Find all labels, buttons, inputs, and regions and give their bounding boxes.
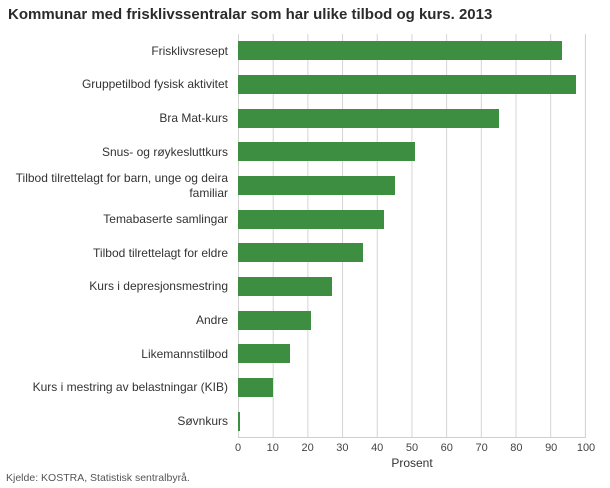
bar-row: Frisklivsresept (0, 34, 586, 68)
source-note: Kjelde: KOSTRA, Statistisk sentralbyrå. (6, 472, 190, 484)
bar (238, 75, 576, 94)
category-label: Snus- og røykesluttkurs (101, 144, 228, 159)
category-label: Bra Mat-kurs (159, 110, 228, 125)
bar-row: Gruppetilbod fysisk aktivitet (0, 68, 586, 102)
x-tick-label: 90 (545, 442, 558, 454)
x-tick-label: 10 (266, 442, 279, 454)
category-label: Tilbod tilrettelagt for eldre (93, 245, 228, 260)
x-tick-label: 20 (301, 442, 314, 454)
category-label: Kurs i depresjonsmestring (89, 279, 228, 294)
bar-row: Snus- og røykesluttkurs (0, 135, 586, 169)
bar-row: Likemannstilbod (0, 337, 586, 371)
plot-gridlines (238, 34, 586, 438)
x-tick-label: 70 (475, 442, 488, 454)
bar-track (238, 135, 586, 169)
category-label: Frisklivsresept (151, 43, 228, 58)
x-tick-label: 100 (576, 442, 596, 454)
bar (238, 176, 395, 196)
bar-chart: Frisklivsresept Gruppetilbod fysisk aktiv… (0, 34, 610, 438)
category-label: Andre (195, 313, 228, 328)
bar-track (238, 371, 586, 405)
category-label: Likemannstilbod (141, 346, 228, 361)
bar-track (238, 337, 586, 371)
bar-row: Tilbod tilrettelagt for eldre (0, 236, 586, 270)
bar (238, 243, 364, 263)
bar (238, 378, 273, 398)
bar (238, 344, 291, 364)
bar-row: Kurs i mestring av belastningar (KIB) (0, 371, 586, 405)
bar-track (238, 303, 586, 337)
x-axis-label: Prosent (391, 456, 433, 470)
bar (238, 108, 499, 128)
bar-row: Temabaserte samlingar (0, 202, 586, 236)
category-label: Kurs i mestring av belastningar (KIB) (32, 380, 228, 395)
x-tick-label: 80 (510, 442, 523, 454)
category-label: Gruppetilbod fysisk aktivitet (81, 77, 228, 92)
x-tick-label: 60 (440, 442, 453, 454)
category-label: Tilbod tilrettelagt for barn, unge og de… (15, 171, 228, 200)
x-tick-label: 50 (405, 442, 419, 454)
x-tick-label: 40 (371, 442, 384, 454)
bar-row: Kurs i depresjonsmestring (0, 270, 586, 304)
bar-track (238, 236, 586, 270)
bar-track (238, 202, 586, 236)
bar (238, 41, 562, 61)
bar-track (238, 270, 586, 304)
bar-track (238, 68, 586, 102)
bar-track (238, 404, 586, 438)
bar-track (238, 101, 586, 135)
bar (238, 142, 416, 162)
bar (238, 209, 385, 229)
bar-row: Søvnkurs (0, 404, 586, 438)
bar (238, 411, 240, 431)
bar (238, 310, 312, 330)
bar-row: Tilbod tilrettelagt for barn, unge og de… (0, 169, 586, 203)
bar-rows: Frisklivsresept Gruppetilbod fysisk aktiv… (0, 34, 610, 438)
bar-row: Bra Mat-kurs (0, 101, 586, 135)
bar-row: Andre (0, 303, 586, 337)
category-label: Temabaserte samlingar (103, 212, 228, 226)
bar-track (238, 34, 586, 68)
x-tick-label: 30 (336, 442, 349, 454)
x-tick-label: 0 (234, 442, 242, 454)
bar (238, 277, 332, 297)
chart-title: Kommunar med frisklivssentralar som har … (8, 6, 493, 23)
bar-track (238, 169, 586, 203)
category-label: Søvnkurs (177, 414, 228, 429)
x-axis-ticks: 0 10 20 30 40 50 60 70 80 90 100 (234, 442, 595, 456)
